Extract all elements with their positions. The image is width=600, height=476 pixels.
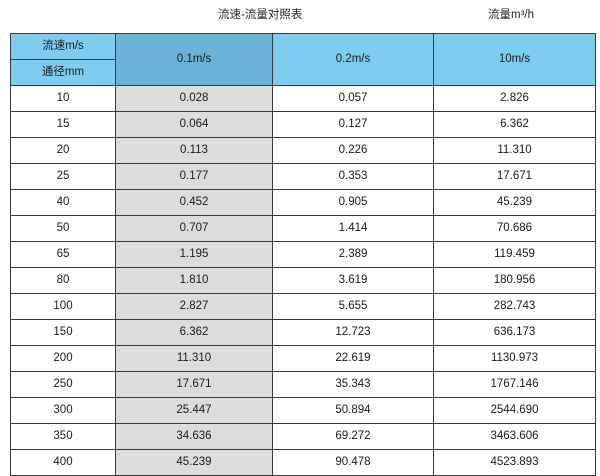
cell-diameter: 400	[10, 449, 116, 476]
cell-flow-10: 11.310	[433, 137, 596, 164]
cell-flow-02: 0.226	[272, 137, 434, 164]
title-strip: 流速-流量对照表 流量m³/h	[0, 0, 600, 33]
cell-flow-01: 2.827	[115, 293, 273, 320]
cell-flow-01: 0.064	[115, 111, 273, 138]
cell-flow-10: 1130.973	[433, 345, 596, 372]
cell-flow-01: 34.636	[115, 423, 273, 450]
cell-flow-10: 3463.606	[433, 423, 596, 450]
table-row: 25 0.177 0.353 17.671	[10, 163, 596, 190]
cell-flow-02: 12.723	[272, 319, 434, 346]
cell-flow-02: 0.057	[272, 85, 434, 112]
flow-rate-table: 流速m/s 0.1m/s 0.2m/s 10m/s 通径mm 10 0.028 0.…	[10, 33, 596, 476]
cell-flow-01: 17.671	[115, 371, 273, 398]
cell-diameter: 80	[10, 267, 116, 294]
table-body: 10 0.028 0.057 2.826 15 0.064 0.127 6.362 20 0.11…	[10, 85, 596, 476]
cell-diameter: 150	[10, 319, 116, 346]
cell-flow-02: 3.619	[272, 267, 434, 294]
cell-flow-01: 0.452	[115, 189, 273, 216]
table-row: 150 6.362 12.723 636.173	[10, 319, 596, 346]
cell-diameter: 10	[10, 85, 116, 112]
table-header: 流速m/s 0.1m/s 0.2m/s 10m/s 通径mm	[10, 33, 596, 86]
cell-flow-10: 4523.893	[433, 449, 596, 476]
chart-title: 流速-流量对照表	[218, 9, 303, 21]
cell-flow-10: 1767.146	[433, 371, 596, 398]
cell-diameter: 15	[10, 111, 116, 138]
table-row: 65 1.195 2.389 119.459	[10, 241, 596, 268]
cell-flow-01: 1.810	[115, 267, 273, 294]
cell-flow-10: 119.459	[433, 241, 596, 268]
table-row: 300 25.447 50.894 2544.690	[10, 397, 596, 424]
cell-flow-01: 1.195	[115, 241, 273, 268]
cell-flow-02: 2.389	[272, 241, 434, 268]
cell-diameter: 300	[10, 397, 116, 424]
cell-diameter: 20	[10, 137, 116, 164]
cell-flow-10: 282.743	[433, 293, 596, 320]
cell-flow-02: 0.127	[272, 111, 434, 138]
cell-flow-10: 636.173	[433, 319, 596, 346]
cell-flow-02: 69.272	[272, 423, 434, 450]
corner-header-diameter: 通径mm	[10, 59, 116, 86]
cell-diameter: 40	[10, 189, 116, 216]
table-row: 10 0.028 0.057 2.826	[10, 85, 596, 112]
table-row: 100 2.827 5.655 282.743	[10, 293, 596, 320]
cell-flow-10: 70.686	[433, 215, 596, 242]
header-row-bottom: 通径mm	[10, 59, 596, 86]
cell-flow-01: 25.447	[115, 397, 273, 424]
cell-flow-01: 0.177	[115, 163, 273, 190]
table-row: 250 17.671 35.343 1767.146	[10, 371, 596, 398]
table-row: 350 34.636 69.272 3463.606	[10, 423, 596, 450]
cell-flow-10: 45.239	[433, 189, 596, 216]
cell-flow-02: 50.894	[272, 397, 434, 424]
column-header-2: 10m/s	[433, 33, 596, 86]
cell-diameter: 250	[10, 371, 116, 398]
cell-flow-02: 0.353	[272, 163, 434, 190]
cell-diameter: 65	[10, 241, 116, 268]
cell-flow-10: 2544.690	[433, 397, 596, 424]
cell-diameter: 200	[10, 345, 116, 372]
table-row: 20 0.113 0.226 11.310	[10, 137, 596, 164]
table-row: 80 1.810 3.619 180.956	[10, 267, 596, 294]
cell-flow-10: 17.671	[433, 163, 596, 190]
unit-title: 流量m³/h	[488, 9, 534, 21]
flow-rate-table-container: 流速m/s 0.1m/s 0.2m/s 10m/s 通径mm 10 0.028 0.…	[10, 33, 596, 476]
cell-diameter: 350	[10, 423, 116, 450]
cell-flow-10: 6.362	[433, 111, 596, 138]
cell-flow-01: 0.028	[115, 85, 273, 112]
cell-diameter: 100	[10, 293, 116, 320]
table-row: 400 45.239 90.478 4523.893	[10, 449, 596, 476]
column-header-0: 0.1m/s	[115, 33, 273, 86]
cell-flow-02: 0.905	[272, 189, 434, 216]
cell-diameter: 25	[10, 163, 116, 190]
table-row: 200 11.310 22.619 1130.973	[10, 345, 596, 372]
table-row: 15 0.064 0.127 6.362	[10, 111, 596, 138]
cell-flow-02: 35.343	[272, 371, 434, 398]
cell-flow-01: 45.239	[115, 449, 273, 476]
cell-flow-10: 2.826	[433, 85, 596, 112]
cell-diameter: 50	[10, 215, 116, 242]
cell-flow-02: 90.478	[272, 449, 434, 476]
cell-flow-02: 22.619	[272, 345, 434, 372]
column-header-1: 0.2m/s	[272, 33, 434, 86]
corner-header-velocity: 流速m/s	[10, 33, 116, 60]
cell-flow-01: 0.113	[115, 137, 273, 164]
cell-flow-01: 0.707	[115, 215, 273, 242]
cell-flow-02: 1.414	[272, 215, 434, 242]
cell-flow-01: 11.310	[115, 345, 273, 372]
table-row: 50 0.707 1.414 70.686	[10, 215, 596, 242]
cell-flow-10: 180.956	[433, 267, 596, 294]
header-row-top: 流速m/s 0.1m/s 0.2m/s 10m/s	[10, 33, 596, 86]
cell-flow-01: 6.362	[115, 319, 273, 346]
table-row: 40 0.452 0.905 45.239	[10, 189, 596, 216]
cell-flow-02: 5.655	[272, 293, 434, 320]
